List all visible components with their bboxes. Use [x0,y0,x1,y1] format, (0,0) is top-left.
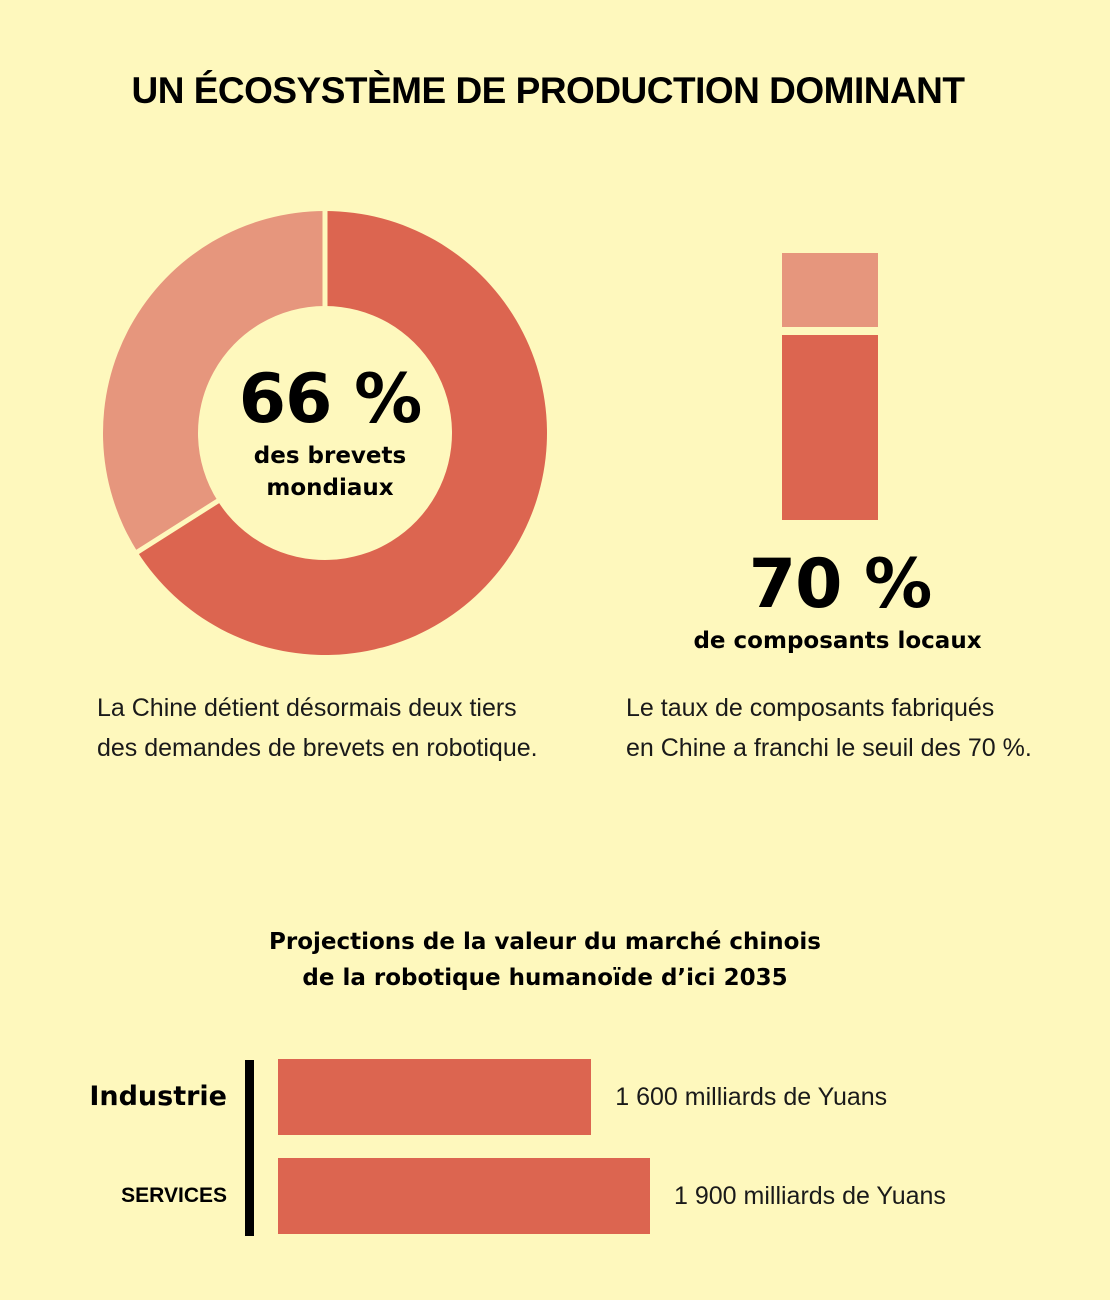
patents-label-line2: mondiaux [266,475,394,501]
market-bar-value-label: 1 900 milliards de Yuans [674,1182,946,1210]
patents-description: La Chine détient désormais deux tiers de… [97,688,597,768]
components-label: de composants locaux [693,628,982,654]
components-description-line2: en Chine a franchi le seuil des 70 %. [626,734,1032,762]
patents-label-line1: des brevets [253,443,407,469]
components-percent: 70 % [748,545,932,624]
patents-percent: 66 % [238,360,422,439]
patents-donut-chart [103,209,548,656]
market-bar-category-label: Industrie [89,1081,227,1112]
patents-description-line1: La Chine détient désormais deux tiers [97,694,517,722]
market-bar [278,1158,650,1234]
donut-separator-1 [134,497,221,556]
market-axis-line [245,1060,254,1236]
market-title-line1: Projections de la valeur du marché chino… [269,929,821,955]
donut-slice-1 [103,211,325,552]
donut-slice-0 [137,211,548,656]
market-title-line2: de la robotique humanoïde d’ici 2035 [302,965,788,991]
components-description: Le taux de composants fabriqués en Chine… [626,688,1086,768]
market-bar [278,1059,592,1135]
page-title: UN ÉCOSYSTÈME DE PRODUCTION DOMINANT [131,70,965,111]
market-bar-value-label: 1 600 milliards de Yuans [615,1083,888,1111]
components-stacked-bar [782,253,878,520]
components-description-line1: Le taux de composants fabriqués [626,694,995,722]
donut-center-text: 66 % des brevets mondiaux [195,360,465,504]
market-chart-title: Projections de la valeur du marché chino… [195,924,895,996]
stack-segment-0 [782,335,878,520]
patents-description-line2: des demandes de brevets en robotique. [97,734,538,762]
market-bar-category-label: SERVICES [121,1184,227,1207]
stack-segment-1 [782,253,878,327]
